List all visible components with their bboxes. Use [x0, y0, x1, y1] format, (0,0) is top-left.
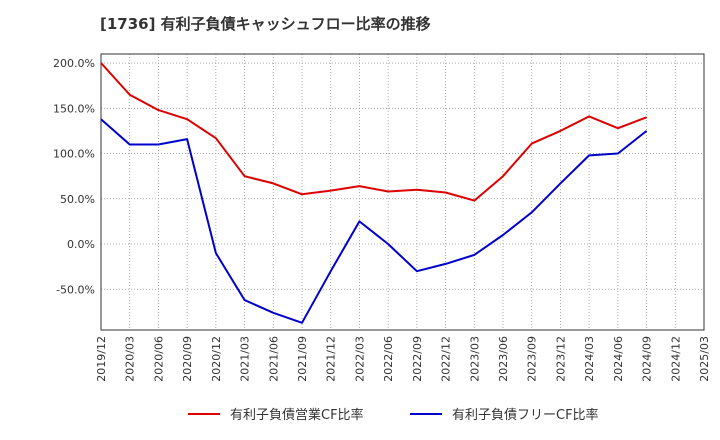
- x-tick-label: 2021/03: [239, 336, 252, 382]
- series-line-2: [100, 118, 648, 324]
- plot-area: [101, 54, 704, 330]
- x-tick-label: 2021/12: [325, 336, 338, 382]
- y-tick-label: 0.0%: [67, 238, 95, 251]
- x-tick-label: 2021/06: [267, 336, 280, 382]
- y-tick-label: 50.0%: [60, 193, 95, 206]
- x-tick-label: 2023/12: [554, 336, 567, 382]
- series-line-1: [100, 62, 647, 202]
- x-tick-label: 2022/09: [411, 336, 424, 382]
- x-tick-label: 2024/06: [612, 336, 625, 382]
- x-tick-label: 2020/03: [124, 336, 137, 382]
- grid: [101, 54, 704, 330]
- y-tick-label: 100.0%: [53, 148, 95, 161]
- plot-frame: [100, 53, 705, 331]
- chart-title: [1736] 有利子負債キャッシュフロー比率の推移: [100, 15, 431, 33]
- x-tick-label: 2019/12: [95, 336, 108, 382]
- x-tick-label: 2023/06: [497, 336, 510, 382]
- x-tick-label: 2021/09: [296, 336, 309, 382]
- y-tick-label: 150.0%: [53, 102, 95, 115]
- x-tick-label: 2023/09: [526, 336, 539, 382]
- legend: 有利子負債営業CF比率 有利子負債フリーCF比率: [188, 407, 599, 423]
- x-tick-label: 2022/12: [440, 336, 453, 382]
- x-tick-label: 2020/06: [152, 336, 165, 382]
- legend-label: 有利子負債営業CF比率: [230, 407, 364, 423]
- x-tick-label: 2022/03: [353, 336, 366, 382]
- x-axis: 2019/12 2020/03 2020/06 2020/09 2020/12 2021/…: [95, 336, 711, 382]
- y-tick-label: -50.0%: [56, 283, 95, 296]
- x-tick-label: 2025/03: [698, 336, 711, 382]
- x-tick-label: 2024/09: [641, 336, 654, 382]
- x-tick-label: 2020/09: [181, 336, 194, 382]
- x-tick-label: 2023/03: [468, 336, 481, 382]
- x-tick-label: 2020/12: [210, 336, 223, 382]
- y-axis: 200.0% 150.0% 100.0% 50.0% 0.0% -50.0%: [53, 57, 95, 296]
- x-tick-label: 2024/12: [669, 336, 682, 382]
- x-tick-label: 2022/06: [382, 336, 395, 382]
- legend-label: 有利子負債フリーCF比率: [452, 407, 599, 423]
- y-tick-label: 200.0%: [53, 57, 95, 70]
- series-lines: [100, 62, 648, 324]
- x-tick-label: 2024/03: [583, 336, 596, 382]
